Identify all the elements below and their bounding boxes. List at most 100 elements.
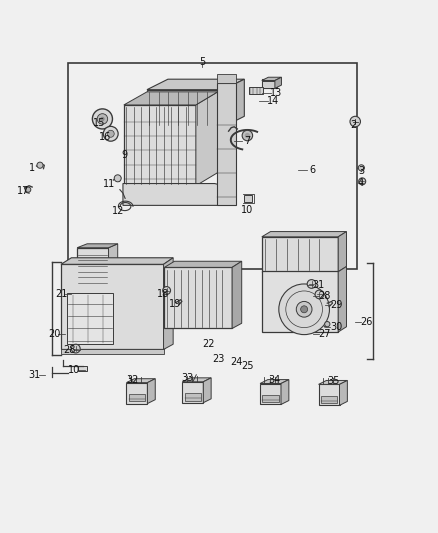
Polygon shape xyxy=(339,381,347,405)
Bar xyxy=(321,396,337,403)
Text: 28: 28 xyxy=(64,345,76,356)
Text: 28: 28 xyxy=(318,291,331,301)
Polygon shape xyxy=(124,92,218,105)
Bar xyxy=(77,248,109,285)
Text: 11: 11 xyxy=(103,179,115,189)
Polygon shape xyxy=(262,77,282,80)
Text: 9: 9 xyxy=(121,150,127,160)
Circle shape xyxy=(242,130,253,141)
Circle shape xyxy=(300,306,307,313)
Text: 10: 10 xyxy=(68,366,80,375)
Bar xyxy=(124,105,196,185)
Polygon shape xyxy=(196,92,218,185)
Text: 24: 24 xyxy=(230,357,243,367)
Text: 10: 10 xyxy=(241,205,254,215)
Polygon shape xyxy=(109,244,118,285)
Bar xyxy=(262,271,338,332)
Text: 23: 23 xyxy=(212,354,224,364)
Circle shape xyxy=(245,133,250,138)
Bar xyxy=(78,366,87,372)
Circle shape xyxy=(350,116,360,127)
Bar xyxy=(68,63,357,269)
Polygon shape xyxy=(275,77,282,88)
Circle shape xyxy=(37,162,43,168)
Polygon shape xyxy=(260,379,289,384)
Text: 32: 32 xyxy=(127,375,139,385)
Polygon shape xyxy=(147,79,244,90)
Text: 13: 13 xyxy=(270,88,282,98)
Text: 15: 15 xyxy=(93,118,105,128)
Text: 21: 21 xyxy=(55,288,67,298)
Polygon shape xyxy=(147,90,223,127)
Polygon shape xyxy=(223,177,237,205)
Bar xyxy=(249,87,263,94)
Circle shape xyxy=(71,344,80,353)
Bar xyxy=(262,395,279,402)
Text: 35: 35 xyxy=(327,376,339,386)
Polygon shape xyxy=(164,261,242,268)
Text: 27: 27 xyxy=(318,329,331,339)
Polygon shape xyxy=(232,261,242,328)
Circle shape xyxy=(162,287,170,294)
Polygon shape xyxy=(127,383,148,403)
Polygon shape xyxy=(203,378,211,403)
Text: 2: 2 xyxy=(350,119,357,130)
Bar xyxy=(164,268,232,328)
Circle shape xyxy=(103,126,118,141)
Polygon shape xyxy=(182,382,203,403)
Text: 16: 16 xyxy=(99,132,112,142)
Circle shape xyxy=(325,321,330,327)
Circle shape xyxy=(279,284,329,335)
Text: 31: 31 xyxy=(28,370,41,380)
Text: 18: 18 xyxy=(157,288,169,298)
Circle shape xyxy=(307,280,316,288)
Text: 30: 30 xyxy=(330,322,342,332)
Circle shape xyxy=(114,175,121,182)
Bar xyxy=(129,394,145,401)
Text: 5: 5 xyxy=(199,57,205,67)
Circle shape xyxy=(107,130,114,138)
Text: 25: 25 xyxy=(241,361,254,371)
Circle shape xyxy=(97,114,108,124)
Text: 3: 3 xyxy=(358,166,364,176)
Bar xyxy=(244,195,252,202)
Polygon shape xyxy=(318,381,347,384)
Polygon shape xyxy=(262,80,275,88)
Text: 1: 1 xyxy=(29,163,35,173)
Bar xyxy=(67,293,113,344)
Polygon shape xyxy=(148,379,155,403)
Polygon shape xyxy=(61,258,173,264)
Polygon shape xyxy=(318,384,339,405)
Bar xyxy=(61,264,163,350)
Polygon shape xyxy=(338,266,346,332)
Text: 22: 22 xyxy=(202,339,214,349)
Text: 7: 7 xyxy=(244,136,251,146)
Polygon shape xyxy=(61,349,163,354)
Polygon shape xyxy=(163,258,173,350)
Text: 26: 26 xyxy=(360,317,373,327)
Polygon shape xyxy=(123,183,223,205)
Polygon shape xyxy=(338,231,346,272)
Text: 33: 33 xyxy=(181,373,194,383)
Circle shape xyxy=(315,290,324,299)
Text: 4: 4 xyxy=(358,177,364,188)
Circle shape xyxy=(359,178,366,185)
Text: 31: 31 xyxy=(312,280,325,290)
Circle shape xyxy=(296,302,312,317)
Bar xyxy=(217,83,237,205)
Polygon shape xyxy=(217,75,237,83)
Polygon shape xyxy=(281,379,289,405)
Text: 20: 20 xyxy=(48,329,60,339)
Text: 29: 29 xyxy=(330,300,342,310)
Polygon shape xyxy=(182,378,211,382)
Polygon shape xyxy=(260,384,281,405)
Text: 19: 19 xyxy=(169,298,181,309)
Polygon shape xyxy=(262,231,346,237)
Circle shape xyxy=(358,165,364,171)
Circle shape xyxy=(100,117,105,121)
Text: 34: 34 xyxy=(269,375,281,385)
Bar xyxy=(262,79,277,88)
Bar xyxy=(262,237,338,272)
Text: 14: 14 xyxy=(268,95,280,106)
Polygon shape xyxy=(223,79,244,127)
